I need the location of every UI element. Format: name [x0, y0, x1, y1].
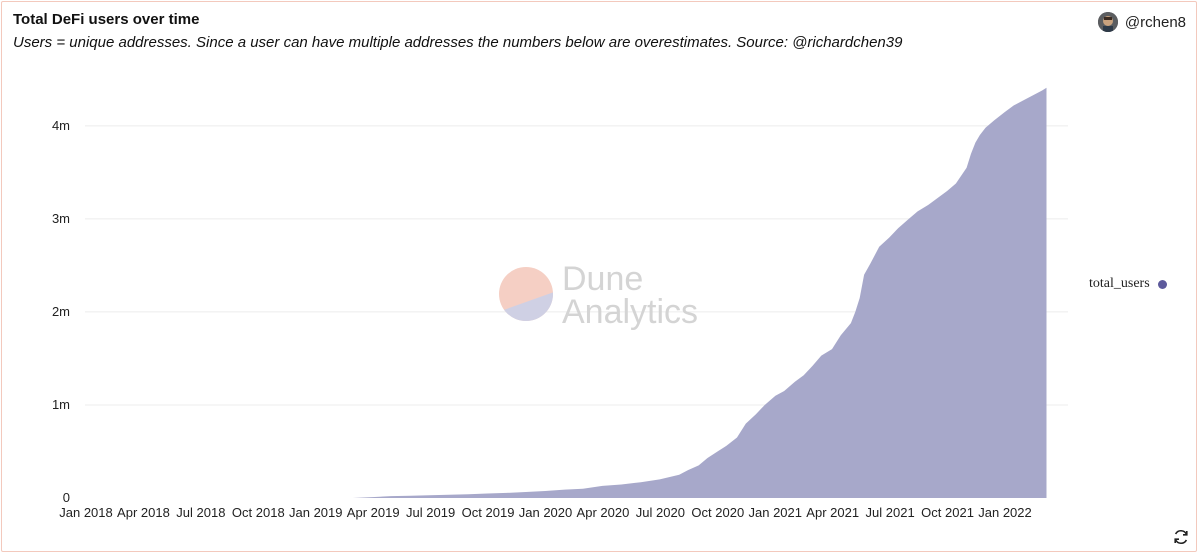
- x-tick-label: Jan 2019: [289, 505, 343, 520]
- x-tick-label: Jan 2018: [59, 505, 113, 520]
- chart-subtitle: Users = unique addresses. Since a user c…: [13, 34, 903, 51]
- watermark-line2: Analytics: [562, 293, 698, 331]
- x-tick-label: Jul 2018: [176, 505, 225, 520]
- avatar: [1097, 12, 1118, 32]
- series-total-users-area: [352, 87, 1047, 498]
- x-tick-label: Apr 2021: [806, 505, 859, 520]
- x-tick-label: Oct 2021: [921, 505, 974, 520]
- x-tick-label: Jan 2022: [978, 505, 1032, 520]
- watermark-logo: [499, 267, 553, 321]
- x-tick-label: Oct 2020: [691, 505, 744, 520]
- x-tick-label: Oct 2019: [462, 505, 515, 520]
- author-link[interactable]: @rchen8: [1097, 10, 1186, 34]
- legend-item-total-users[interactable]: total_users: [1089, 276, 1167, 292]
- x-tick-label: Jul 2020: [636, 505, 685, 520]
- x-axis-ticks: Jan 2018 Apr 2018 Jul 2018 Oct 2018 Jan 2019…: [59, 505, 1032, 520]
- x-tick-label: Jan 2020: [519, 505, 573, 520]
- x-tick-label: Apr 2018: [117, 505, 170, 520]
- x-tick-label: Apr 2019: [347, 505, 400, 520]
- x-tick-label: Oct 2018: [232, 505, 285, 520]
- y-tick-label: 2m: [52, 304, 70, 319]
- legend-dot: [1157, 279, 1167, 289]
- y-tick-label: 0: [63, 490, 70, 505]
- y-axis-ticks: 0 1m 2m 3m 4m: [52, 118, 70, 505]
- x-tick-label: Apr 2020: [577, 505, 630, 520]
- x-tick-label: Jul 2019: [406, 505, 455, 520]
- x-tick-label: Jan 2021: [749, 505, 803, 520]
- watermark-line1: Dune: [562, 260, 643, 298]
- y-tick-label: 3m: [52, 211, 70, 226]
- author-handle: @rchen8: [1124, 13, 1186, 31]
- dune-watermark: Dune Analytics: [499, 260, 698, 331]
- x-tick-label: Jul 2021: [866, 505, 915, 520]
- chart-title: Total DeFi users over time: [13, 11, 200, 28]
- y-tick-label: 1m: [52, 397, 70, 412]
- legend-label: total_users: [1089, 276, 1150, 291]
- refresh-icon[interactable]: [1171, 527, 1191, 547]
- y-tick-label: 4m: [52, 118, 70, 133]
